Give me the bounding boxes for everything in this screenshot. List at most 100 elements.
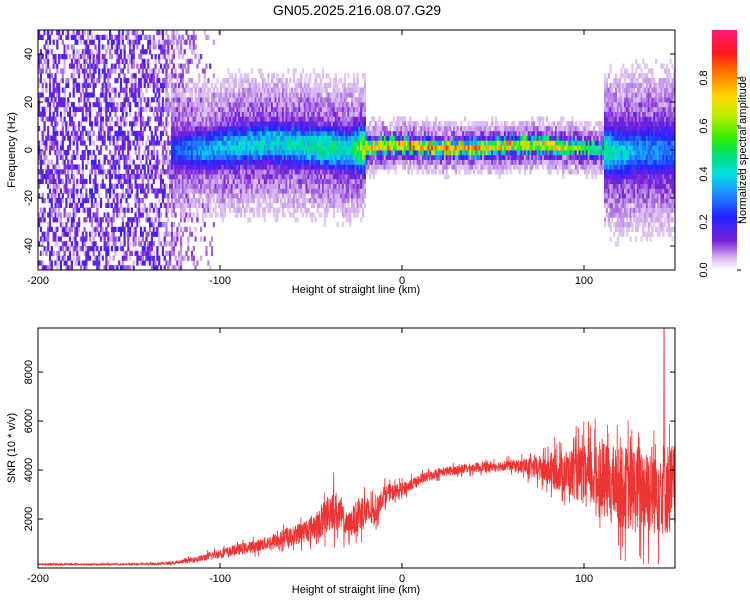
spectrogram-cell [67, 265, 70, 270]
spectrogram-cell [296, 188, 299, 194]
spectrogram-cell [41, 106, 44, 112]
spectrogram-cell [214, 174, 217, 180]
spectrogram-cell [52, 231, 55, 237]
spectrogram-cell [358, 207, 361, 213]
spectrogram-cell [112, 212, 115, 218]
spectrogram-cell [281, 78, 285, 84]
spectrogram-cell [147, 178, 150, 184]
spectrogram-cell [185, 116, 188, 122]
spectrogram-cell [256, 102, 259, 108]
spectrogram-cell [185, 145, 188, 151]
spectrogram-cell [90, 78, 94, 84]
spectrogram-cell [196, 130, 199, 136]
spectrogram-cell [198, 102, 201, 108]
spectrogram-cell [192, 212, 195, 218]
spectrogram-cell [125, 159, 128, 165]
spectrogram-cell [110, 164, 114, 170]
spectrogram-cell [218, 106, 221, 112]
spectrogram-cell [203, 183, 206, 189]
spectrogram-cell [316, 97, 319, 103]
spectrogram-cell [74, 260, 77, 266]
spectrogram-cell [323, 193, 326, 199]
spectrogram-cell [52, 63, 55, 69]
spectrogram-cell [67, 178, 70, 184]
spectrogram-cell [285, 188, 288, 194]
spectrogram-cell [118, 58, 121, 64]
spectrogram-cell [321, 130, 325, 136]
spectrogram-cell [116, 140, 119, 146]
spectrogram-cell [200, 87, 203, 93]
spectrogram-cell [201, 198, 205, 204]
spectrogram-cell [269, 178, 272, 184]
spectrogram-cell [56, 145, 59, 151]
spectrogram-cell [305, 188, 308, 194]
spectrogram-cell [163, 241, 166, 247]
spectrogram-cell [291, 159, 294, 165]
spectrogram-cell [59, 97, 63, 103]
spectrogram-cell [63, 241, 66, 247]
spectrogram-cell [316, 140, 319, 146]
spectrogram-cell [180, 116, 183, 122]
spectrogram-cell [303, 188, 306, 194]
spectrogram-cell [74, 78, 77, 84]
spectrogram-cell [130, 250, 134, 256]
spectrogram-cell [89, 82, 92, 88]
spectrogram-cell [347, 212, 350, 218]
spectrogram-cell [141, 255, 144, 261]
spectrogram-cell [154, 106, 157, 112]
spectrogram-cell [260, 87, 263, 93]
spectrogram-cell [241, 130, 245, 136]
spectrogram-cell [260, 154, 263, 160]
spectrogram-cell [96, 34, 99, 40]
spectrogram-cell [176, 260, 179, 266]
spectrogram-cell [163, 63, 166, 69]
spectrogram-cell [169, 169, 172, 175]
spectrogram-cell [358, 198, 361, 204]
spectrogram-cell [307, 174, 310, 180]
spectrogram-cell [267, 82, 270, 88]
spectrogram-cell [318, 169, 321, 175]
spectrogram-cell [72, 73, 75, 79]
spectrogram-cell [320, 154, 323, 160]
spectrogram-cell [323, 212, 326, 218]
spectrogram-cell [109, 97, 112, 103]
spectrogram-cell [294, 188, 297, 194]
spectrogram-cell [336, 183, 339, 189]
spectrogram-cell [194, 106, 197, 112]
spectrogram-cell [39, 164, 43, 170]
spectrogram-cell [256, 116, 259, 122]
spectrogram-cell [183, 188, 186, 194]
spectrogram-cell [105, 212, 108, 218]
spectrogram-cell [230, 92, 234, 98]
spectrogram-cell [96, 222, 99, 228]
spectrogram-cell [107, 68, 110, 74]
spectrogram-cell [292, 150, 296, 156]
spectrogram-cell [225, 78, 228, 84]
spectrogram-cell [156, 222, 159, 228]
spectrogram-cell [187, 212, 190, 218]
spectrogram-cell [229, 73, 232, 79]
spectrogram-cell [194, 140, 197, 146]
spectrogram-cell [39, 217, 43, 223]
spectrogram-cell [147, 188, 150, 194]
spectrogram-cell [178, 202, 181, 208]
spectrogram-cell [209, 159, 212, 165]
spectrogram-cell [192, 150, 195, 156]
spectrogram-cell [170, 188, 174, 194]
spectrogram-cell [283, 135, 286, 141]
spectrogram-cell [311, 135, 314, 141]
spectrogram-cell [76, 183, 79, 189]
spectrogram-cell [154, 226, 157, 232]
spectrogram-cell [221, 140, 225, 146]
spectrogram-cell [112, 198, 115, 204]
spectrogram-cell [43, 121, 46, 127]
spectrogram-cell [289, 174, 292, 180]
spectrogram-cell [354, 154, 357, 160]
spectrogram-cell [96, 111, 99, 117]
spectrogram-cell [214, 169, 217, 175]
spectrogram-cell [336, 82, 339, 88]
spectrogram-cell [345, 217, 348, 223]
spectrogram-cell [81, 116, 84, 122]
spectrogram-cell [143, 246, 146, 252]
spectrogram-cell [216, 212, 219, 218]
